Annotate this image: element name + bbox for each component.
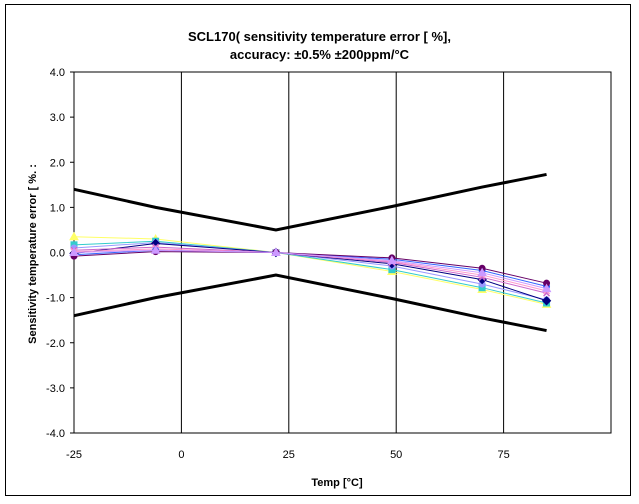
series-line-10 <box>73 251 547 284</box>
data-point <box>541 283 552 293</box>
x-tick-label: 0 <box>178 449 184 461</box>
series-line-4 <box>73 240 547 304</box>
x-tick-label: 25 <box>283 449 295 461</box>
y-tick-label: -3.0 <box>46 383 65 395</box>
y-tick-label: 1.0 <box>50 202 65 214</box>
y-axis-label: Sensitivity temperature error [ %. : <box>27 164 39 344</box>
y-tick-label: 0.0 <box>50 248 65 260</box>
x-tick-label: 50 <box>390 449 402 461</box>
y-tick-label: -2.0 <box>46 338 65 350</box>
data-point <box>477 267 487 277</box>
chart-title: SCL170( sensitivity temperature error [ … <box>188 29 451 44</box>
data-point <box>69 247 79 256</box>
y-tick-label: 2.0 <box>50 157 65 169</box>
chart-subtitle: accuracy: ±0.5% ±200ppm/°C <box>229 47 410 62</box>
y-tick-label: 4.0 <box>50 67 65 79</box>
x-tick-label: -25 <box>66 449 82 461</box>
series-line-2 <box>73 273 547 333</box>
x-axis-label: Temp [°C] <box>311 477 363 489</box>
series-line-1 <box>73 172 547 232</box>
y-tick-label: -1.0 <box>46 293 65 305</box>
series-line-6 <box>73 242 547 302</box>
data-point <box>150 245 161 254</box>
data-point <box>387 255 397 265</box>
series-line-3 <box>73 236 547 305</box>
y-tick-label: 3.0 <box>50 112 65 124</box>
series-line-5 <box>73 242 547 301</box>
data-point <box>541 296 552 306</box>
data-point <box>271 247 281 256</box>
data-point <box>69 231 79 241</box>
series-line-11 <box>73 249 547 290</box>
y-tick-label: -4.0 <box>46 428 65 440</box>
x-tick-label: 75 <box>497 449 509 461</box>
